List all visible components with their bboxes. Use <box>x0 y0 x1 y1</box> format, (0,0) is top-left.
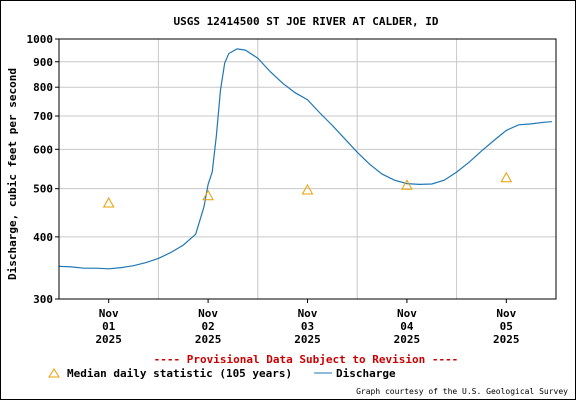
credit-text: Graph courtesy of the U.S. Geological Su… <box>356 387 568 396</box>
plot-area-border <box>58 38 557 300</box>
x-tick-label: Nov <box>397 307 417 320</box>
median-marker <box>401 179 413 190</box>
x-tick-label: 2025 <box>394 333 421 346</box>
x-tick-label: Nov <box>198 307 218 320</box>
x-tick-label: Nov <box>99 307 119 320</box>
median-marker <box>301 183 314 195</box>
y-tick-label: 500 <box>33 183 53 196</box>
grid-lines <box>59 38 556 300</box>
y-tick-label: 900 <box>33 56 53 69</box>
legend: Median daily statistic (105 years) Disch… <box>48 367 396 380</box>
legend-discharge-label: Discharge <box>336 367 396 380</box>
x-axis-ticks: Nov012025Nov022025Nov032025Nov042025Nov0… <box>95 299 520 346</box>
y-axis-label: Discharge, cubic feet per second <box>6 68 19 280</box>
y-tick-label: 400 <box>33 231 53 244</box>
chart-title: USGS 12414500 ST JOE RIVER AT CALDER, ID <box>174 15 439 28</box>
legend-median-marker <box>48 368 60 378</box>
legend-median-label: Median daily statistic (105 years) <box>67 367 292 380</box>
data-series <box>58 48 552 270</box>
x-tick-label: 03 <box>301 320 314 333</box>
x-tick-label: Nov <box>298 307 318 320</box>
median-marker <box>500 171 513 183</box>
median-marker <box>202 189 214 201</box>
y-tick-label: 300 <box>33 293 53 306</box>
y-tick-label: 600 <box>33 143 53 156</box>
x-tick-label: 2025 <box>493 333 520 346</box>
x-tick-label: 04 <box>400 320 414 333</box>
x-tick-label: 2025 <box>95 333 122 346</box>
x-tick-label: 2025 <box>294 333 321 346</box>
y-axis-ticks: 300 400 500 600 700 800 900 1000 <box>27 33 59 306</box>
y-tick-label: 1000 <box>27 33 54 46</box>
x-tick-label: 05 <box>500 320 513 333</box>
x-tick-label: 2025 <box>195 333 222 346</box>
x-tick-label: 02 <box>201 320 214 333</box>
median-marker <box>102 196 115 208</box>
y-tick-label: 800 <box>33 81 53 94</box>
y-tick-label: 700 <box>33 110 53 123</box>
discharge-line <box>58 48 552 270</box>
x-tick-label: Nov <box>496 307 516 320</box>
provisional-note: ---- Provisional Data Subject to Revisio… <box>154 353 459 366</box>
x-tick-label: 01 <box>102 320 116 333</box>
